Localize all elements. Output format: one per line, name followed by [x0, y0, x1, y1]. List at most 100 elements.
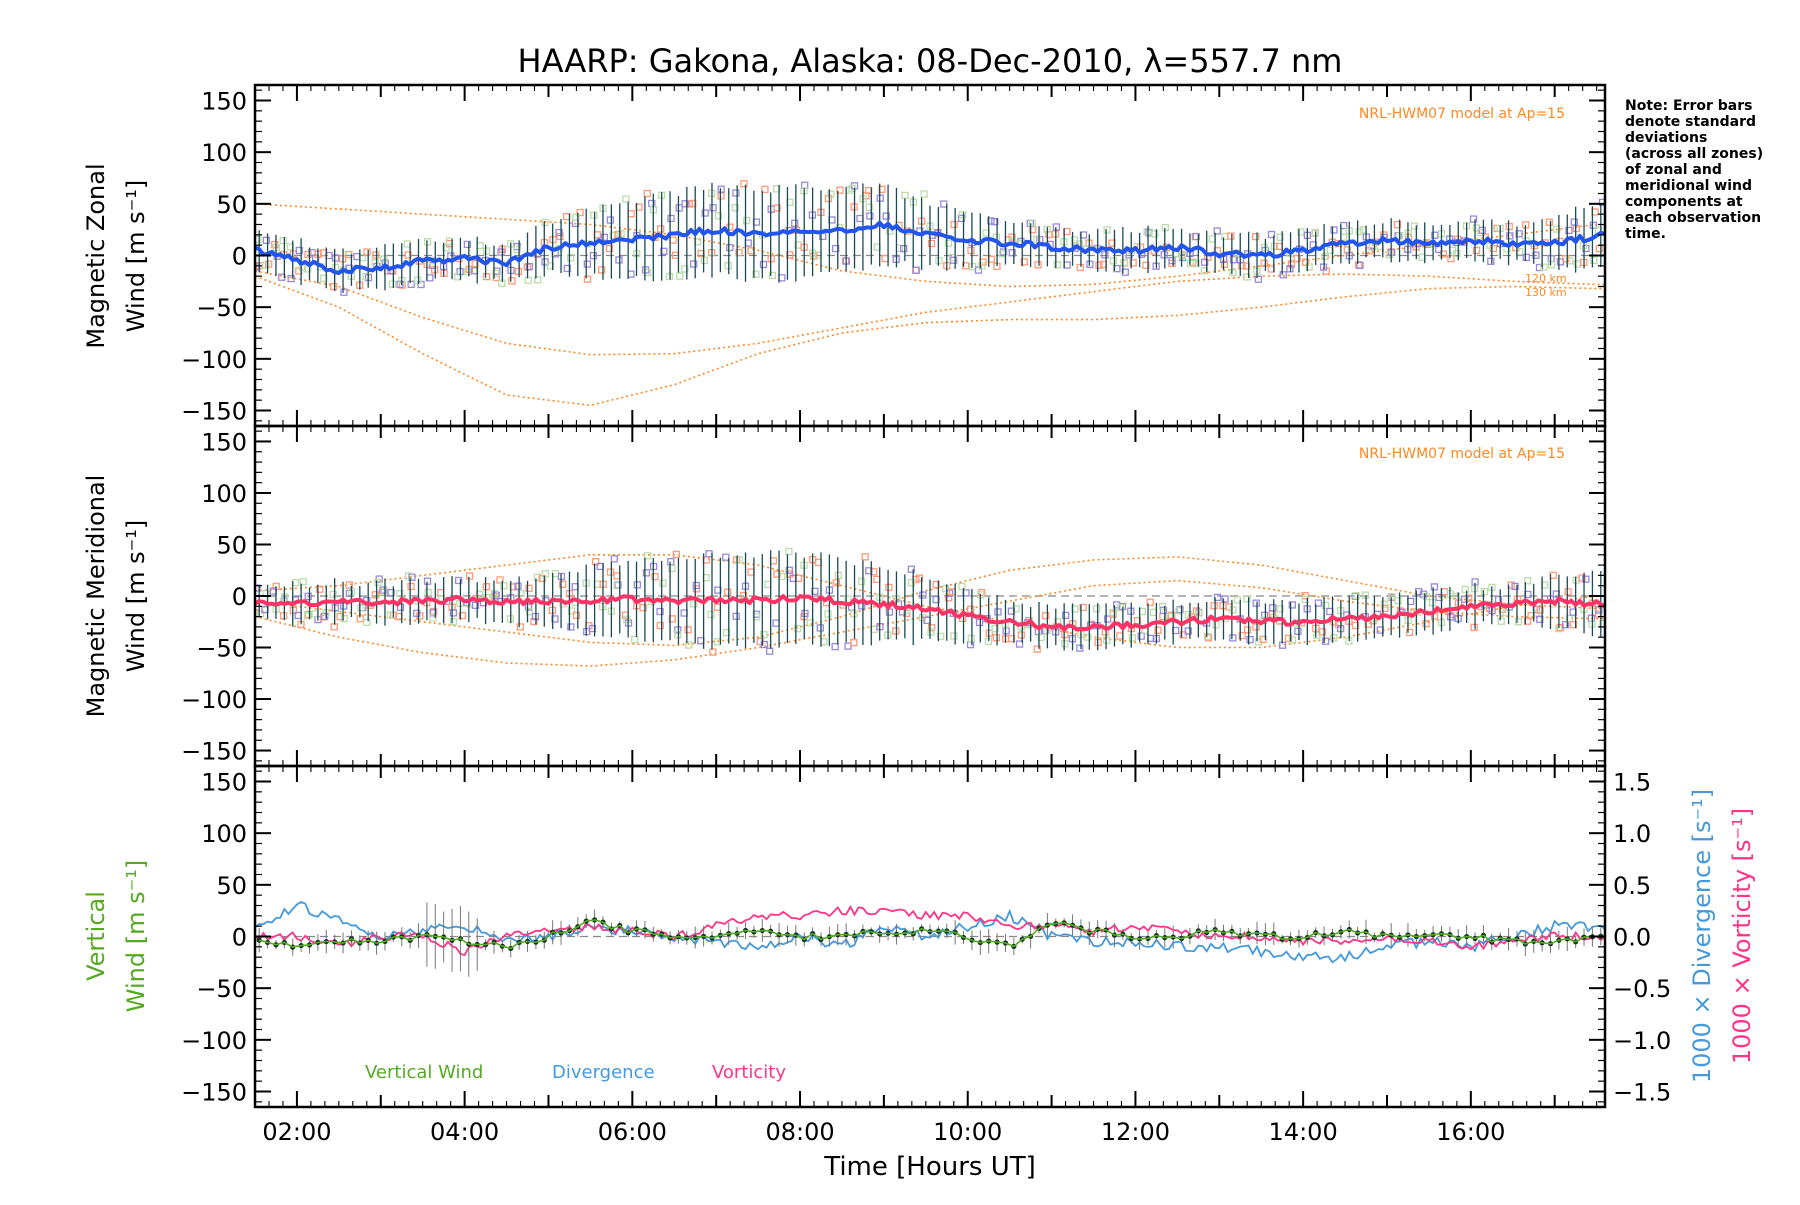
model-curve	[255, 275, 1605, 407]
zone-marker	[668, 615, 676, 623]
zone-marker	[907, 579, 916, 587]
zone-marker	[927, 624, 936, 632]
zone-marker	[614, 581, 622, 589]
zone-marker	[731, 204, 739, 212]
zone-marker	[785, 547, 793, 556]
zone-marker	[660, 247, 668, 255]
zone-marker	[932, 580, 940, 589]
zone-marker	[759, 260, 768, 269]
zone-marker	[966, 641, 975, 649]
zone-marker	[1142, 261, 1150, 269]
zone-marker	[700, 256, 708, 265]
y-tick-label: 0	[232, 243, 247, 271]
zone-marker	[513, 245, 521, 254]
zone-marker	[617, 229, 625, 238]
zone-marker	[525, 608, 534, 616]
zone-marker	[667, 558, 675, 566]
model-alt-label: 120 km	[1525, 272, 1567, 285]
zone-marker	[1422, 619, 1430, 628]
zone-marker	[1470, 623, 1478, 632]
zone-marker	[388, 280, 397, 288]
x-tick-label: 14:00	[1269, 1118, 1338, 1146]
zone-marker	[597, 266, 606, 274]
y-tick-label: 100	[201, 820, 247, 848]
zone-marker	[1465, 594, 1473, 602]
y-tick-label: 150	[201, 769, 247, 797]
zone-marker	[449, 618, 458, 626]
zone-marker	[1063, 261, 1071, 269]
zone-marker	[915, 574, 924, 582]
x-tick-label: 02:00	[262, 1118, 331, 1146]
zone-marker	[752, 270, 760, 278]
zone-marker	[714, 212, 723, 220]
zone-marker	[642, 569, 651, 577]
zone-marker	[785, 566, 793, 574]
zone-marker	[690, 600, 698, 608]
zone-marker	[722, 553, 730, 561]
zone-marker	[1330, 634, 1338, 642]
zone-marker	[279, 236, 287, 245]
zone-marker	[999, 248, 1008, 256]
x-tick-label: 08:00	[765, 1118, 834, 1146]
zone-marker	[590, 211, 598, 219]
zone-marker	[458, 611, 467, 620]
zone-marker	[1536, 606, 1544, 614]
zone-marker	[1109, 608, 1117, 617]
note-line: denote standard	[1625, 114, 1756, 130]
zone-marker	[1129, 259, 1137, 267]
zone-marker	[732, 189, 740, 197]
zone-marker	[1168, 256, 1176, 265]
y2-tick-label: 0.5	[1613, 872, 1651, 900]
zone-marker	[850, 639, 858, 647]
zone-marker	[735, 556, 743, 564]
zone-marker	[713, 603, 722, 611]
vorticity-line	[255, 904, 1605, 957]
zone-marker	[606, 216, 615, 224]
zone-marker	[1229, 606, 1237, 614]
zone-marker	[969, 263, 977, 271]
zone-marker	[1128, 634, 1137, 642]
zone-marker	[304, 610, 312, 619]
zone-marker	[534, 276, 542, 284]
zone-marker	[255, 584, 261, 592]
y2-axis-label-vorticity: 1000 × Vorticity [s⁻¹]	[1728, 808, 1756, 1064]
zone-marker	[303, 612, 312, 620]
note-line: meridional wind	[1625, 178, 1752, 194]
y-axis-label: Wind [m s⁻¹]	[122, 520, 150, 672]
zone-marker	[572, 213, 580, 221]
zone-marker	[426, 274, 434, 282]
zone-marker	[726, 223, 734, 231]
x-tick-label: 16:00	[1436, 1118, 1505, 1146]
zone-marker	[1242, 262, 1251, 270]
zone-marker	[1204, 634, 1213, 642]
zone-marker	[1252, 623, 1260, 631]
zone-marker	[643, 189, 651, 198]
zone-marker	[1547, 255, 1555, 263]
zone-marker	[541, 570, 549, 578]
zone-marker	[1339, 233, 1348, 241]
zone-marker	[471, 259, 479, 268]
zone-marker	[622, 195, 630, 203]
zone-marker	[1569, 621, 1578, 629]
zone-marker	[556, 232, 564, 241]
zone-marker	[690, 260, 698, 268]
zone-marker	[722, 629, 731, 637]
y-tick-label: −50	[196, 635, 247, 663]
zone-marker	[1381, 604, 1389, 612]
zone-marker	[1523, 617, 1532, 625]
zone-marker	[1221, 595, 1229, 603]
zone-marker	[885, 583, 893, 592]
zone-marker	[1210, 602, 1218, 610]
zone-marker	[701, 209, 709, 217]
zone-marker	[492, 591, 500, 599]
note-line: each observation	[1625, 210, 1761, 226]
panel-meridional: NRL-HWM07 model at Ap=15 Magnetic Meridi…	[82, 424, 1607, 768]
zone-marker	[482, 247, 491, 255]
zone-marker	[801, 609, 809, 618]
zone-marker	[1422, 592, 1431, 601]
zone-marker	[362, 272, 370, 281]
zone-marker	[668, 564, 676, 573]
zone-marker	[1033, 235, 1041, 243]
panel-vertical: Vertical Wind [m s⁻¹] 1000 × Divergence …	[82, 764, 1756, 1109]
